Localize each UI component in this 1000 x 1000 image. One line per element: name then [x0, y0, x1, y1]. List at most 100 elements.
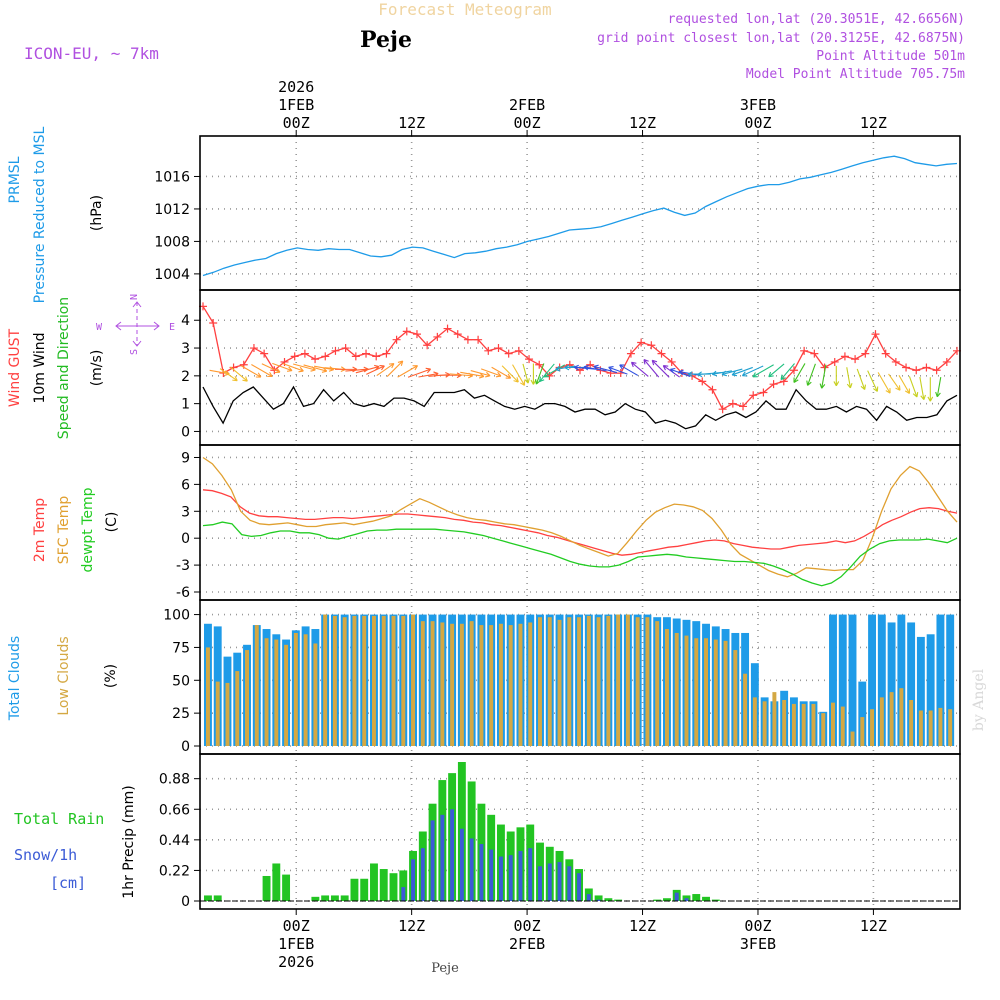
bar-low-clouds: [596, 617, 601, 746]
gust-marker: [810, 349, 819, 358]
wind-dir-arrow: [460, 371, 485, 379]
bar-low-clouds: [245, 650, 249, 746]
wind-dir-arrow: [793, 363, 806, 383]
wind-dir-arrow: [731, 366, 753, 377]
wind-dir-arrow: [386, 360, 404, 377]
bar-low-clouds: [635, 617, 640, 746]
bar-total-clouds: [868, 614, 876, 746]
bottom-time-label: 3FEB: [740, 935, 776, 953]
bar-low-clouds: [723, 640, 728, 746]
wind-dir-arrow: [583, 364, 607, 372]
gust-marker: [453, 330, 462, 339]
wind-dir-arrow: [512, 364, 526, 386]
gust-marker: [504, 349, 513, 358]
bar-low-clouds: [372, 615, 376, 746]
top-time-label: 00Z: [744, 114, 771, 132]
wind-dir-arrow: [806, 363, 816, 386]
bar-total-clouds: [936, 614, 945, 746]
gust-marker: [433, 332, 442, 341]
bar-low-clouds: [625, 614, 630, 746]
bar-snow-1h: [577, 873, 582, 901]
wind-dir-arrow: [888, 373, 901, 391]
bar-total-rain: [350, 878, 359, 901]
bar-snow-1h: [430, 820, 435, 901]
bar-low-clouds: [205, 647, 210, 746]
y-tick-label: 4: [181, 313, 190, 329]
bar-snow-1h: [440, 814, 445, 901]
wind-dir-arrow: [768, 363, 785, 378]
bar-total-rain: [389, 873, 398, 901]
wind-dir-arrow: [643, 358, 660, 378]
gust-marker: [871, 330, 880, 339]
gust-marker: [749, 391, 758, 400]
top-time-label: 00Z: [514, 114, 541, 132]
wind-dir-arrow: [741, 365, 764, 377]
wind-unit: (m/s): [89, 350, 105, 387]
top-time-label: 1FEB: [278, 96, 314, 114]
bar-low-clouds: [274, 639, 279, 746]
bar-low-clouds: [733, 650, 738, 746]
wind-dir-arrow: [480, 368, 502, 378]
wind-dir-arrow: [819, 364, 827, 389]
dewpt-label: dewpt Temp: [80, 487, 96, 572]
gust-marker: [525, 355, 534, 364]
bar-snow-1h: [674, 892, 679, 901]
bar-total-rain: [282, 874, 291, 901]
bar-low-clouds: [694, 638, 699, 746]
bar-low-clouds: [645, 617, 650, 746]
gust-label: Wind GUST: [7, 328, 23, 407]
wind-dir-arrow: [522, 363, 530, 384]
y-tick-label: -3: [176, 558, 190, 574]
wind-dir-arrow: [898, 375, 911, 394]
wind-dir-arrow: [721, 368, 743, 377]
bar-snow-1h: [547, 863, 552, 901]
top-time-label: 2FEB: [509, 96, 545, 114]
bar-snow-1h: [469, 838, 474, 901]
bottom-time-label: 2026: [278, 953, 314, 971]
gust-marker: [912, 366, 921, 375]
plot-area: 100410081012101601234-6-3036902550751000…: [154, 135, 961, 910]
series-line-sfc-temp: [202, 456, 958, 578]
gust-marker: [362, 349, 371, 358]
bar-total-rain: [604, 898, 613, 901]
top-time-label: 12Z: [398, 114, 425, 132]
bar-snow-1h: [450, 809, 455, 901]
cloud-unit: (%): [103, 664, 119, 688]
gust-marker: [942, 357, 951, 366]
lowclouds-label: Low Clouds: [56, 636, 72, 715]
wind-dir-arrow: [877, 372, 891, 394]
gust-marker: [840, 352, 849, 361]
y-tick-label: 1012: [154, 202, 190, 218]
sfctemp-label: SFC Temp: [56, 496, 72, 565]
y-tick-label: 6: [181, 477, 190, 493]
gust-marker: [586, 360, 595, 369]
bar-total-clouds: [916, 636, 925, 746]
gust-marker: [402, 327, 411, 336]
bar-low-clouds: [323, 614, 328, 746]
precip-side-labels: Total Rain Snow/1h [cm] 1hr Precip (mm): [14, 785, 137, 898]
bar-snow-1h: [508, 855, 513, 901]
bar-snow-1h: [538, 866, 542, 901]
gust-marker: [484, 346, 493, 355]
wind-dir-arrow: [593, 364, 618, 374]
bar-total-clouds: [838, 614, 847, 746]
bar-low-clouds: [508, 625, 513, 746]
top-time-label: 2026: [278, 78, 314, 96]
bar-low-clouds: [303, 634, 308, 746]
bottom-time-label: 00Z: [283, 917, 310, 935]
bar-total-clouds: [829, 614, 837, 746]
bar-low-clouds: [655, 621, 660, 746]
bar-total-rain: [594, 895, 603, 901]
bar-low-clouds: [479, 625, 484, 746]
model-label: ICON-EU, ~ 7km: [24, 44, 159, 63]
bar-low-clouds: [567, 617, 572, 746]
gust-marker: [657, 349, 666, 358]
wind-dir-arrow: [530, 363, 537, 385]
bar-total-rain: [653, 899, 662, 901]
top-time-label: 12Z: [629, 114, 656, 132]
bar-total-rain: [204, 895, 212, 901]
gust-marker: [423, 341, 432, 350]
y-tick-label: 1008: [154, 234, 190, 250]
bar-low-clouds: [293, 632, 298, 746]
